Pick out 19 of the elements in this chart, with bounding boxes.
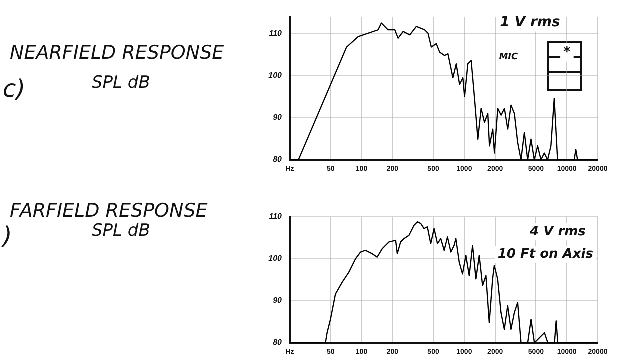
text: ) xyxy=(3,222,12,250)
y-axis-title: SPL dB xyxy=(92,72,152,94)
annotation: * xyxy=(564,44,572,60)
annotation: MIC xyxy=(499,52,519,62)
y-tick-label: 100 xyxy=(268,71,283,80)
annotation: 1 V rms xyxy=(500,14,560,30)
y-axis-title: SPL dB xyxy=(92,220,152,242)
text: NEARFIELD RESPONSE xyxy=(10,42,224,64)
y-tick-label: 80 xyxy=(273,338,283,348)
text: FARFIELD RESPONSE xyxy=(10,200,208,222)
text: c) xyxy=(3,75,26,103)
y-tick-label: 90 xyxy=(273,113,283,122)
annotation: 4 V rms xyxy=(529,224,586,240)
y-tick-label: 80 xyxy=(273,155,283,164)
y-tick-label: 110 xyxy=(269,29,283,38)
y-tick-label: 100 xyxy=(268,254,283,264)
annotation: 10 Ft on Axis xyxy=(498,247,594,262)
y-tick-label: 110 xyxy=(269,212,283,222)
y-tick-label: 90 xyxy=(273,296,283,306)
